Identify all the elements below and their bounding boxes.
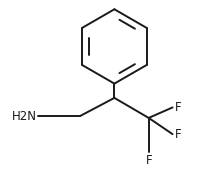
Text: F: F <box>145 154 152 167</box>
Text: F: F <box>174 101 181 114</box>
Text: F: F <box>174 128 181 141</box>
Text: H2N: H2N <box>12 109 37 122</box>
